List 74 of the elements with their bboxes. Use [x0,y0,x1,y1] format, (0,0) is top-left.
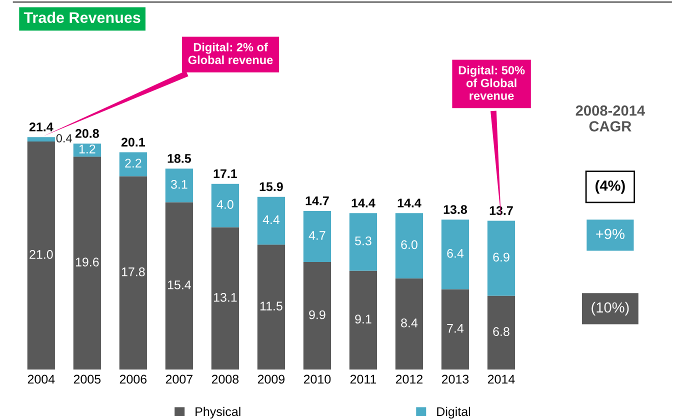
x-tick-label: 2014 [488,374,515,384]
bar [73,156,101,370]
bar [211,184,239,228]
text: (4%) [596,180,625,194]
data-label: 5.3 [355,236,372,246]
total-label: 21.4 [29,122,54,132]
x-tick-label: 2013 [442,374,469,384]
text: 2008-2014 CAGR [576,105,645,132]
bar [27,141,55,370]
x-tick-label: 2012 [396,374,422,384]
total-label: 20.1 [121,138,145,147]
bar [395,213,424,278]
data-label: 17.8 [122,267,145,276]
total-label: 18.5 [168,154,192,163]
x-tick-label: 2008 [212,374,239,384]
x-tick-label: 2005 [74,374,101,384]
total-label: 15.9 [260,182,283,192]
bar [119,176,147,370]
text: +9% [596,228,624,240]
data-label: 3.1 [170,180,188,189]
data-label: 8.4 [401,318,418,328]
x-tick-label: 2011 [350,374,376,384]
bar [303,210,332,262]
data-label: 7.4 [447,324,464,333]
bar [257,196,285,245]
bar [27,137,55,142]
x-tick-label: 2010 [304,374,331,384]
annotation: Digital: 50% of Global revenue [458,66,525,100]
data-label: 4.0 [216,200,234,209]
bar [487,220,516,296]
data-label: 6.4 [447,248,464,258]
total-label: 13.7 [490,206,513,216]
x-tick-label: 2006 [120,374,147,384]
x-tick-label: 2009 [258,374,285,384]
bar [349,213,378,271]
bar [349,270,378,370]
data-label: 4.4 [262,215,280,224]
bar [257,244,285,370]
x-tick-label: 2004 [28,374,55,384]
data-label: 9.9 [309,310,326,320]
data-label: 1.2 [79,144,96,154]
legend-label: Physical [196,406,240,419]
data-label: 2.2 [125,158,142,168]
total-label: 14.4 [398,198,422,208]
data-label: 6.8 [493,327,510,336]
bar [165,202,193,370]
data-label: 0.4 [56,134,72,142]
data-label: 6.0 [401,240,418,250]
bar [211,227,239,370]
bar [395,278,424,370]
bar [303,262,332,370]
data-label: 11.5 [260,302,282,310]
annotation: Digital: 2% of Global revenue [188,42,273,64]
total-label: 20.8 [75,129,99,138]
total-label: 13.8 [444,205,468,214]
total-label: 14.7 [306,196,329,206]
bar [487,296,516,370]
total-label: 14.4 [352,198,376,208]
data-label: 21.0 [30,250,53,259]
x-tick-label: 2007 [166,374,192,384]
legend-label: Digital [437,406,470,419]
data-label: 15.4 [168,280,191,290]
bar [441,220,470,290]
text: (10%) [592,302,629,316]
data-label: 13.1 [214,292,237,302]
data-label: 4.7 [308,231,326,240]
data-label: 9.1 [355,314,372,324]
data-label: 6.9 [493,252,510,262]
bar [165,168,193,202]
bar [441,289,470,370]
chart-title: Trade Revenues [24,12,140,23]
data-label: 19.6 [76,258,99,266]
total-label: 17.1 [214,169,238,178]
bar [119,152,147,176]
